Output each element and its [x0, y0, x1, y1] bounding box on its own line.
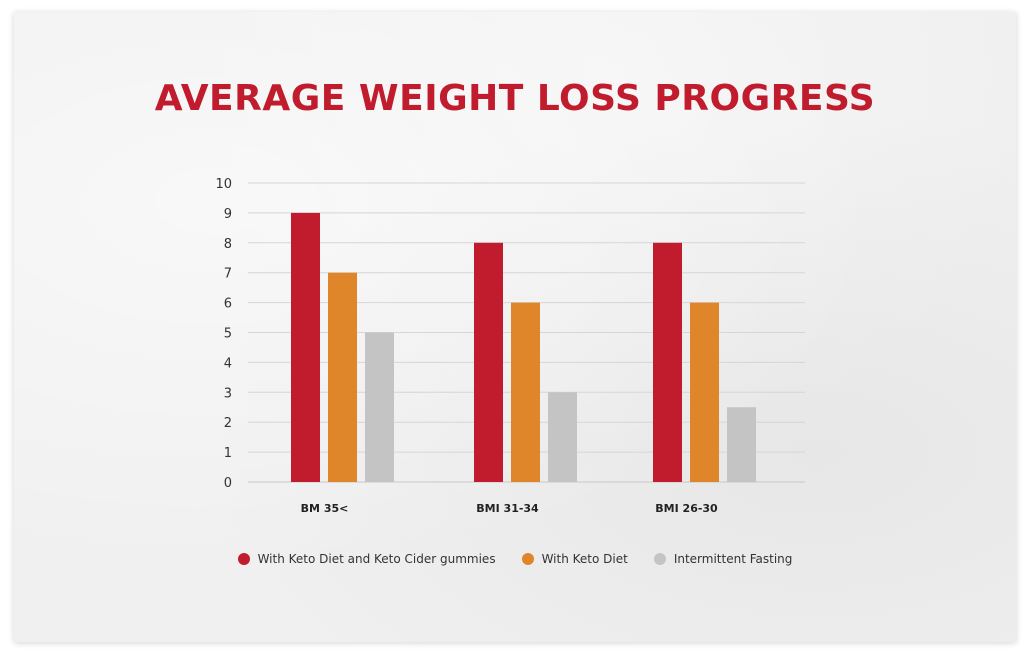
x-category-label: BMI 31-34	[476, 502, 539, 515]
y-tick-label: 3	[224, 386, 232, 401]
legend-swatch	[653, 553, 666, 565]
legend-item: With Keto Diet	[521, 552, 628, 566]
y-tick-label: 0	[224, 476, 232, 491]
legend-label: With Keto Diet	[541, 552, 628, 566]
bar	[727, 407, 756, 482]
y-tick-label: 7	[224, 267, 232, 282]
y-tick-label: 5	[224, 327, 232, 342]
y-tick-label: 1	[224, 446, 232, 461]
bar	[548, 392, 577, 482]
bars	[291, 212, 756, 482]
legend-label: Intermittent Fasting	[673, 552, 793, 566]
legend-label: With Keto Diet and Keto Cider gummies	[257, 552, 496, 566]
legend-item: With Keto Diet and Keto Cider gummies	[237, 552, 496, 566]
bar	[690, 302, 719, 482]
x-category-label: BM 35<	[301, 502, 349, 515]
y-axis-tick-labels: 0 1 2 3 4 5 6 7 8 9 10	[215, 177, 232, 491]
x-category-label: BMI 26-30	[655, 502, 718, 515]
bar	[474, 242, 503, 482]
y-tick-label: 9	[224, 207, 232, 222]
bar	[291, 212, 320, 482]
bar	[328, 272, 357, 482]
y-tick-label: 10	[215, 177, 232, 192]
chart-title: AVERAGE WEIGHT LOSS PROGRESS	[154, 78, 876, 119]
y-tick-label: 6	[224, 297, 232, 312]
y-tick-label: 8	[224, 237, 232, 252]
legend-item: Intermittent Fasting	[653, 552, 793, 566]
bar	[653, 242, 682, 482]
y-tick-label: 4	[224, 356, 232, 371]
legend: With Keto Diet and Keto Cider gummies Wit…	[0, 552, 1030, 566]
legend-swatch	[521, 553, 534, 565]
bar	[365, 332, 394, 482]
y-tick-label: 2	[224, 416, 232, 431]
x-axis-category-labels: BM 35< BMI 31-34 BMI 26-30	[301, 502, 718, 515]
legend-swatch	[237, 553, 250, 565]
bar	[511, 302, 540, 482]
